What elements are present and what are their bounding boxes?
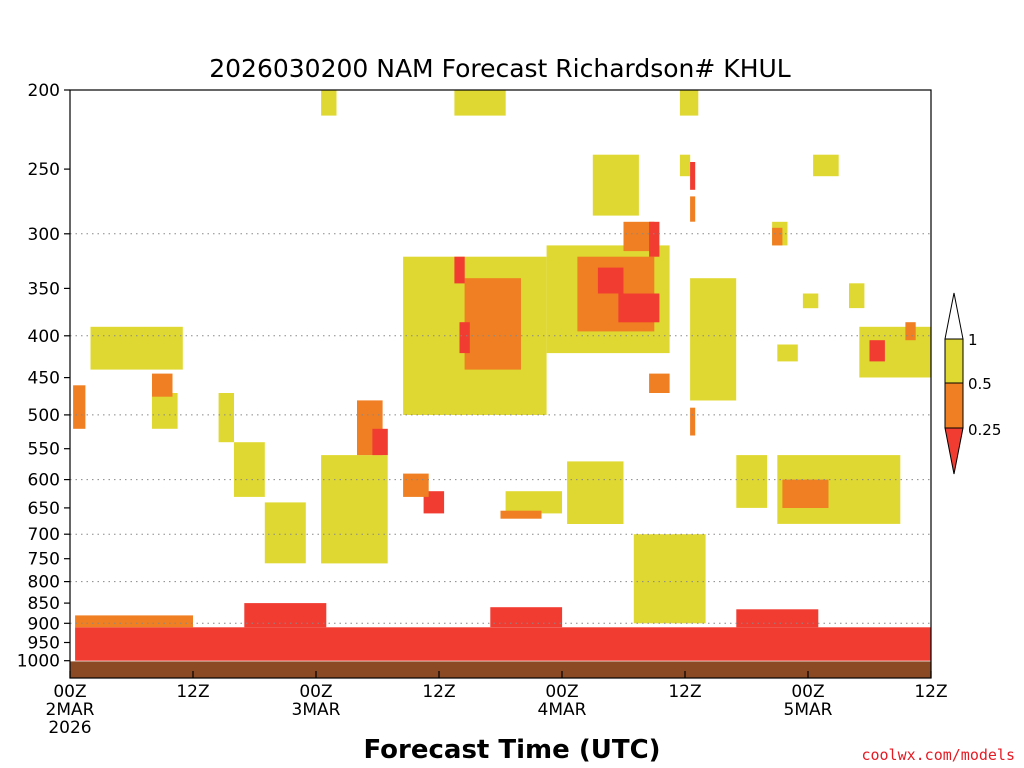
heatmap-cell-0	[75, 627, 931, 661]
heatmap-cell-4	[75, 615, 193, 628]
heatmap-cell-19	[403, 473, 429, 497]
x-tick-label-84-0: 12Z	[914, 682, 947, 702]
heatmap-cell-36	[649, 373, 670, 393]
legend-arrow-bottom	[944, 427, 964, 475]
y-tick-label-1000: 1000	[17, 652, 60, 672]
x-tick-label-60-0: 12Z	[668, 682, 701, 702]
heatmap-cell-7	[152, 393, 178, 429]
heatmap-cell-24	[505, 491, 562, 514]
legend-label-0: 1	[968, 331, 978, 349]
heatmap-cell-43	[782, 479, 829, 508]
heatmap-cell-6	[90, 326, 183, 370]
heatmap-cell-13	[454, 90, 506, 116]
x-tick-label-0-0: 00Z	[53, 682, 86, 702]
heatmap-cell-51	[849, 283, 865, 309]
y-tick-label-950: 950	[28, 634, 60, 654]
heatmap-cell-18	[423, 491, 445, 514]
y-tick-label-650: 650	[28, 499, 60, 519]
credit-text: coolwx.com/models	[861, 746, 1015, 764]
y-tick-label-250: 250	[28, 160, 60, 180]
heatmap-cell-14	[679, 90, 699, 116]
x-tick-label-48-1: 4MAR	[538, 700, 587, 720]
x-tick-label-12-0: 12Z	[176, 682, 209, 702]
heatmap-cell-40	[690, 407, 696, 436]
heatmap-cell-32	[592, 154, 639, 216]
heatmap-cell-9	[218, 393, 234, 443]
heatmap-cell-15	[321, 455, 388, 564]
chart-title: 2026030200 NAM Forecast Richardson# KHUL	[209, 54, 791, 83]
heatmap-cell-21	[464, 278, 521, 370]
legend-label-2: 0.25	[968, 421, 1001, 439]
heatmap-cells	[73, 90, 931, 661]
y-tick-label-700: 700	[28, 525, 60, 545]
legend-swatch-yellow	[944, 338, 964, 384]
y-tick-label-300: 300	[28, 225, 60, 245]
heatmap-cell-48	[869, 340, 885, 362]
y-tick-label-900: 900	[28, 614, 60, 634]
x-tick-label-0-1: 2MAR	[46, 700, 95, 720]
legend-swatch-orange	[944, 382, 964, 429]
heatmap-cell-35	[690, 196, 696, 222]
heatmap-cell-22	[454, 256, 465, 284]
ground-band	[70, 661, 931, 678]
legend: 1 0.5 0.25	[944, 292, 1001, 475]
heatmap-cell-3	[736, 609, 819, 628]
y-axis: 200 250 300 350 400 450 500 550 600 650 700 750 8008…	[17, 81, 70, 672]
x-tick-label-48-0: 00Z	[545, 682, 578, 702]
heatmap-cell-11	[264, 502, 306, 564]
y-tick-label-800: 800	[28, 573, 60, 593]
heatmap-cell-28	[597, 267, 624, 294]
y-tick-label-500: 500	[28, 406, 60, 426]
heatmap-cell-46	[772, 227, 783, 246]
heatmap-cell-33	[679, 154, 691, 177]
x-axis-label: Forecast Time (UTC)	[363, 735, 660, 765]
heatmap-cell-8	[152, 373, 173, 397]
y-tick-label-750: 750	[28, 550, 60, 570]
gridlines	[70, 233, 931, 624]
heatmap-cell-31	[649, 221, 660, 257]
heatmap-cell-44	[813, 154, 839, 177]
heatmap-cell-41	[736, 455, 768, 508]
x-tick-label-24-1: 3MAR	[292, 700, 341, 720]
x-tick-label-0-2: 2026	[48, 718, 91, 738]
heatmap-cell-25	[500, 510, 542, 519]
x-tick-label-36-0: 12Z	[422, 682, 455, 702]
heatmap-cell-52	[777, 344, 798, 362]
heatmap-cell-37	[567, 461, 624, 524]
heatmap-cell-39	[690, 278, 737, 401]
heatmap-cell-5	[73, 385, 86, 429]
y-tick-label-350: 350	[28, 279, 60, 299]
legend-label-1: 0.5	[968, 375, 992, 393]
heatmap-cell-17	[372, 428, 388, 456]
heatmap-cell-10	[234, 442, 265, 497]
heatmap-cell-2	[490, 607, 563, 628]
heatmap-cell-12	[321, 90, 337, 116]
y-tick-label-200: 200	[28, 81, 60, 101]
plot-frame	[69, 89, 932, 679]
ground-layer	[70, 661, 931, 678]
heatmap-cell-34	[690, 162, 696, 190]
y-tick-label-400: 400	[28, 327, 60, 347]
x-tick-label-72-1: 5MAR	[784, 700, 833, 720]
y-tick-label-850: 850	[28, 594, 60, 614]
y-tick-label-600: 600	[28, 471, 60, 491]
heatmap-cell-23	[459, 322, 470, 354]
x-tick-label-24-0: 00Z	[299, 682, 332, 702]
heatmap-cell-38	[633, 534, 706, 624]
heatmap-cell-50	[802, 293, 819, 309]
heatmap-cell-29	[618, 293, 660, 323]
y-tick-label-550: 550	[28, 440, 60, 460]
heatmap-cell-49	[905, 322, 916, 341]
x-tick-label-72-0: 00Z	[791, 682, 824, 702]
y-tick-label-450: 450	[28, 369, 60, 389]
